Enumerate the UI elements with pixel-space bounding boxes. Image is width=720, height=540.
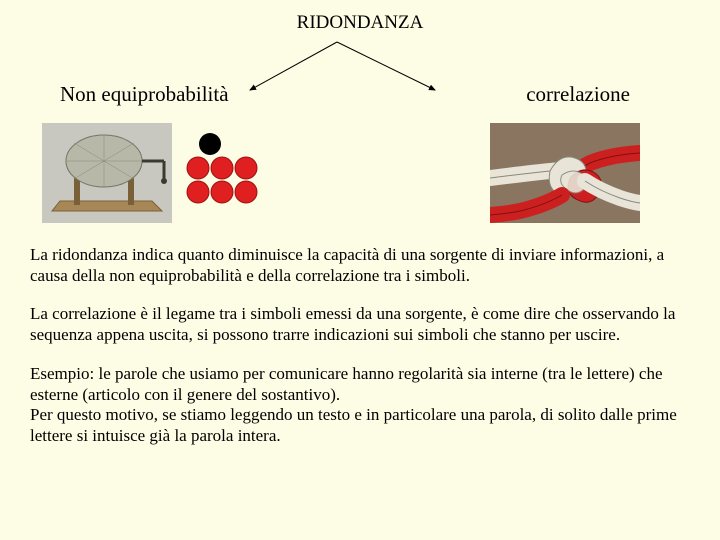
- lottery-drum-image: [42, 123, 172, 223]
- body-text: La ridondanza indica quanto diminuisce l…: [0, 223, 720, 447]
- branch-arrows: [0, 36, 720, 106]
- images-row: [0, 107, 720, 223]
- left-image-group: [42, 123, 260, 223]
- page-title: RIDONDANZA: [0, 0, 720, 34]
- paragraph-3: Esempio: le parole che usiamo per comuni…: [30, 364, 690, 447]
- paragraph-1: La ridondanza indica quanto diminuisce l…: [30, 245, 690, 286]
- balls-image: [180, 128, 260, 218]
- knot-image: [490, 123, 640, 223]
- paragraph-2: La correlazione è il legame tra i simbol…: [30, 304, 690, 345]
